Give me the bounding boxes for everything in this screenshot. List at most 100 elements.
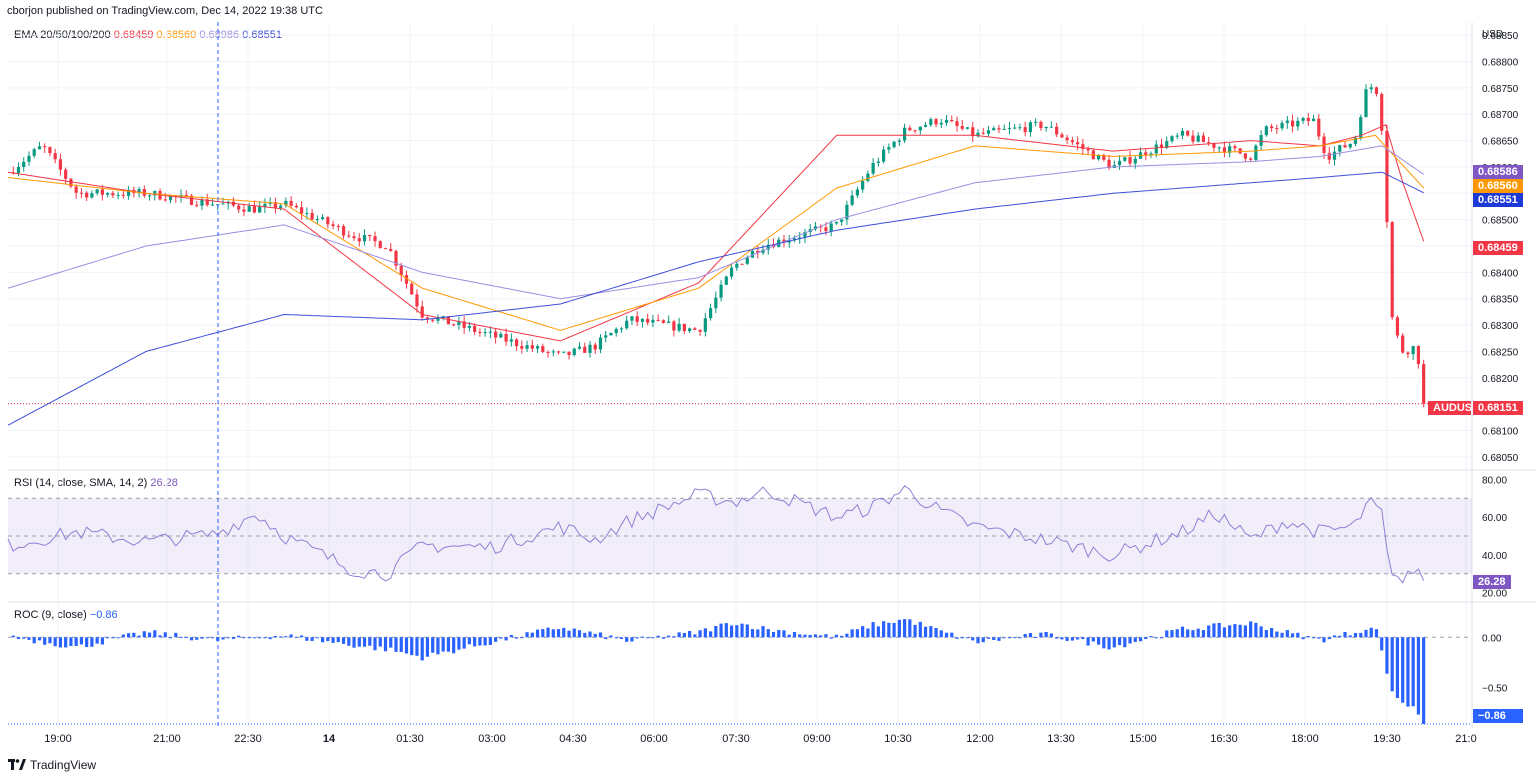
roc-bar [1060,637,1064,640]
candle-body [887,147,891,150]
candle-body [378,241,382,249]
time-tick-label: 14 [323,733,336,745]
candle-body [1217,147,1221,149]
candle-body [829,223,833,232]
roc-bar [535,629,540,638]
candle-body [525,345,529,349]
candle-body [583,346,587,353]
roc-bar [320,637,325,643]
roc-bar [368,637,372,646]
price-tick-label: 0.68750 [1482,84,1519,95]
roc-bar [997,637,1001,641]
candle-body [577,346,582,349]
roc-bar [48,637,52,644]
roc-bar [43,637,47,645]
roc-bar [126,633,131,638]
symbol-tag: AUDUSD [1428,401,1480,415]
tradingview-logo-icon [8,759,26,770]
roc-bar [1044,631,1048,638]
rsi-tick-label: 40.00 [1482,551,1507,562]
candle-body [1380,93,1384,131]
price-tick-label: 0.68200 [1482,374,1519,385]
time-tick-label: 21:00 [153,733,181,745]
candle-body [604,335,608,338]
candle-body [824,227,828,232]
roc-bar [541,629,545,638]
candle-body [1028,122,1033,133]
candle-body [27,155,31,162]
roc-bar [656,635,660,638]
roc-bar [32,637,36,644]
candle-body [462,321,466,328]
roc-bar [619,637,624,640]
candle-body [923,124,928,127]
candle-body [640,318,645,322]
roc-legend-label: ROC (9, close) [14,609,87,621]
candle-body [1201,135,1206,143]
candle-body [1285,120,1289,123]
candle-body [431,319,435,321]
candle-body [866,173,870,181]
roc-bar [189,637,194,641]
roc-bar [913,624,917,638]
candle-body [420,306,424,318]
candle-body [813,226,818,230]
rsi-series [7,485,1425,584]
candle-body [1338,145,1342,152]
candle-body [1007,128,1012,130]
roc-bar [551,629,555,638]
candle-body [803,232,807,238]
candle-body [1264,126,1268,136]
candle-body [567,351,571,356]
candle-body [473,326,477,332]
roc-bar [1133,637,1137,642]
tradingview-wordmark: TradingView [30,758,97,772]
roc-bar [1212,623,1216,638]
rsi-band [8,497,1472,575]
candle-body [892,141,896,148]
roc-bar [431,637,435,653]
time-tick-label: 06:00 [640,733,668,745]
time-tick-label: 18:00 [1291,733,1319,745]
roc-bar [85,637,89,648]
roc-bar [1311,637,1316,639]
candle-body [1228,146,1232,153]
candle-body [1086,148,1090,151]
roc-bar [1411,637,1415,707]
candle-body [1290,120,1295,127]
roc-bar [1374,629,1379,638]
candle-body [404,275,409,284]
candle-body [425,317,430,320]
rsi-tick-label: 60.00 [1482,513,1507,524]
roc-bar [184,636,188,638]
candle-body [195,204,199,206]
roc-bar [1338,635,1342,638]
candle-body [750,250,755,258]
candle-body [1280,122,1284,129]
candle-body [410,283,414,295]
candle-body [598,337,603,350]
roc-bar [483,637,487,646]
candle-body [1096,154,1101,160]
tradingview-brand[interactable]: TradingView [8,757,96,773]
currency-label: USD [1482,29,1504,40]
candle-body [1081,144,1085,149]
roc-bar [614,637,618,639]
candle-body [1180,130,1185,136]
candle-body [724,276,728,285]
roc-bar [960,637,964,639]
candle-body [1055,126,1059,135]
roc-bar [1128,637,1132,644]
roc-bar [871,622,875,638]
candle-body [1222,147,1227,153]
roc-legend: ROC (9, close) −0.86 [14,609,118,621]
roc-bar [1159,637,1164,639]
roc-bar [1007,637,1012,639]
roc-bar [708,631,713,638]
candle-body [698,329,702,332]
roc-bar [1096,637,1101,645]
roc-bar [1233,624,1237,638]
roc-bar [1406,637,1410,707]
roc-bar [583,632,587,638]
